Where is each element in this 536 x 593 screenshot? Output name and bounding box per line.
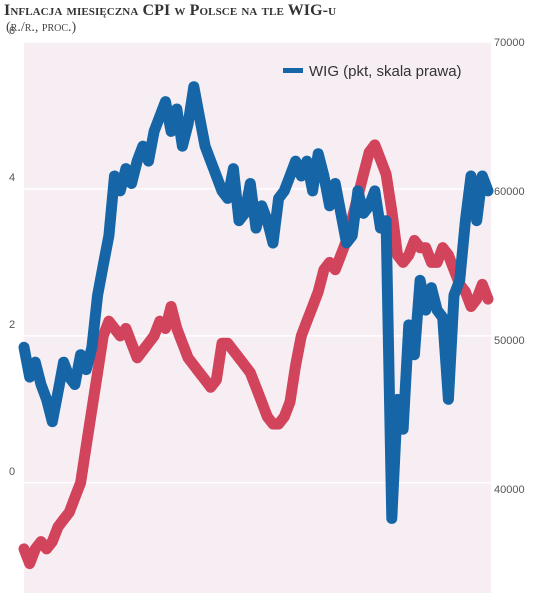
series-line-wig (18, 81, 494, 524)
legend-swatch (283, 68, 303, 73)
legend-label: WIG (pkt, skala prawa) (309, 63, 462, 80)
right-tick-label: 60000 (494, 186, 525, 198)
left-tick-label: 0 (9, 466, 15, 478)
right-tick-label: 50000 (494, 335, 525, 347)
series-line-cpi (18, 139, 494, 570)
right-tick-label: 40000 (494, 484, 525, 496)
left-tick-label: 6 (9, 25, 15, 37)
gridlines (24, 41, 491, 484)
chart-title: Inflacja miesięczna CPI w Polsce na tle … (4, 2, 337, 19)
left-tick-label: 2 (9, 319, 15, 331)
right-tick-label: 70000 (494, 37, 525, 49)
left-tick-label: 4 (9, 172, 15, 184)
series-lines (18, 81, 494, 570)
legend: WIG (pkt, skala prawa) (283, 63, 462, 80)
left-axis-ticks: 0 2 4 6 (9, 25, 15, 478)
chart-subtitle: (r./r., proc.) (6, 20, 77, 35)
right-axis-ticks: 40000 50000 60000 70000 (494, 37, 525, 496)
